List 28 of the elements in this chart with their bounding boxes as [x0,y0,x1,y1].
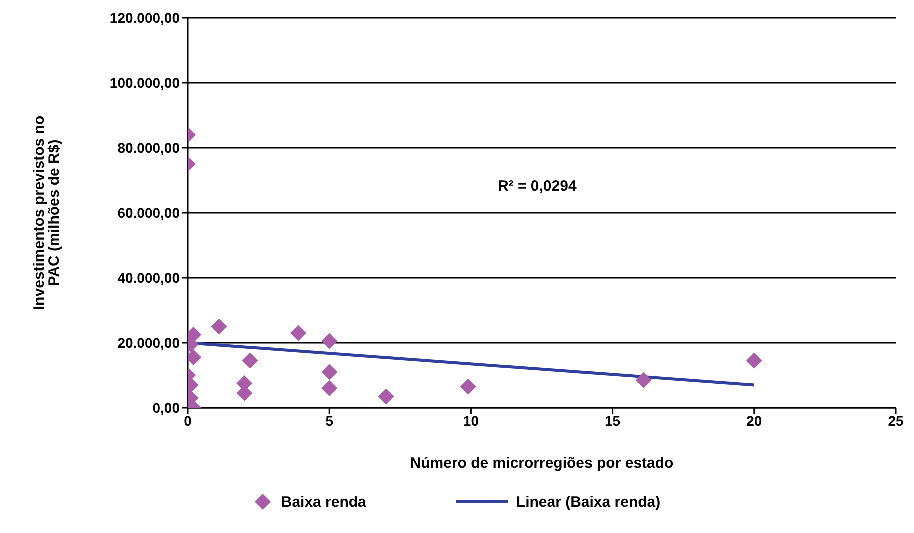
y-tick-label: 60.000,00 [118,204,180,221]
x-tick-label: 25 [888,412,904,429]
annotation: R² = 0,0294 [498,178,577,195]
y-tick-label: 120.000,00 [110,10,180,26]
x-tick-label: 5 [326,412,334,429]
y-tick-label: 40.000,00 [118,270,180,286]
x-tick-label: 0 [184,412,192,429]
point [460,378,476,395]
legend-label: Linear (Baixa renda) [516,494,661,510]
point [378,388,394,405]
point [322,333,338,350]
y-tick-label: 80.000,00 [118,140,180,156]
y-tick-label: 100.000,00 [110,74,180,91]
y-tick-label: 0,00 [152,400,180,416]
point [322,364,338,380]
point [242,352,258,369]
point [322,380,338,396]
x-axis-title: Número de microrregiões por estado [410,455,674,472]
point [636,372,652,388]
x-tick-label: 15 [605,412,621,429]
point [746,352,762,369]
legend-label: Baixa renda [281,494,366,510]
x-tick-label: 20 [746,412,762,429]
x-tick-label: 10 [463,412,480,429]
point [211,318,228,335]
point [290,325,306,342]
y-tick-label: 20.000,00 [118,334,180,351]
y-axis-title: Investimentos previstos no PAC (milhões de R$) [30,116,63,310]
